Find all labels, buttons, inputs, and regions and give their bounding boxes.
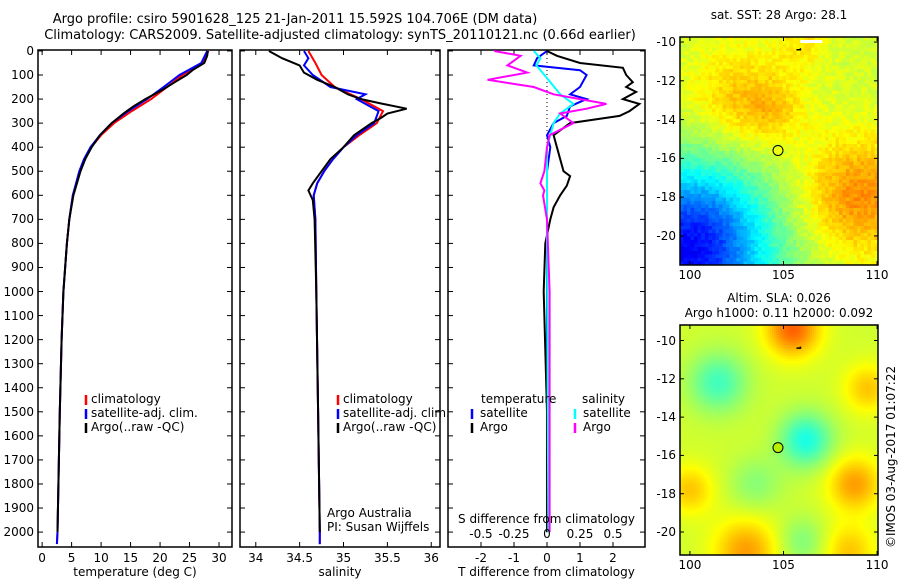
- s-tick-label: -0.5: [469, 527, 493, 541]
- y-tick-label: -12: [656, 371, 676, 386]
- y-tick-label: 1300: [3, 356, 34, 371]
- x-tick-label: 36: [423, 551, 439, 565]
- x-tick-label: 105: [772, 268, 795, 282]
- y-tick-label: -18: [656, 486, 676, 501]
- y-tick-label: 300: [11, 116, 34, 131]
- pi-line-1: Argo Australia: [327, 506, 412, 520]
- map-title: sat. SST: 28 Argo: 28.1: [710, 8, 848, 22]
- x-axis-label: salinity: [318, 565, 362, 579]
- x-axis-label: temperature (deg C): [73, 565, 197, 579]
- y-tick-label: 2000: [3, 525, 34, 540]
- legend-label: Argo: [480, 420, 508, 434]
- title-line-1: Argo profile: csiro 5901628_125 21-Jan-2…: [52, 12, 538, 27]
- y-tick-label: 200: [11, 92, 34, 107]
- y-tick-label: 700: [11, 212, 34, 227]
- y-tick-label: 900: [11, 260, 34, 275]
- legend-label: Argo: [583, 420, 611, 434]
- x-tick-label: 20: [152, 551, 168, 565]
- x-tick-label: 10: [93, 551, 109, 565]
- y-tick-label: -18: [656, 190, 676, 205]
- legend-label: Argo(..raw -QC): [91, 420, 185, 434]
- x-tick-label: 5: [67, 551, 76, 565]
- x-tick-label: 0: [543, 551, 551, 565]
- legend-label: Argo(..raw -QC): [343, 420, 437, 434]
- y-tick-label: 0: [26, 43, 34, 58]
- y-tick-label: 1200: [3, 332, 34, 347]
- y-tick-label: 1900: [3, 501, 34, 516]
- series-t-argo: [542, 50, 642, 533]
- x-tick-label: 100: [678, 558, 702, 572]
- legend-label: satellite: [480, 406, 528, 420]
- series-satellite-adj-clim-: [55, 50, 209, 545]
- x-tick-label: 1: [576, 551, 584, 565]
- map-title: Altim. SLA: 0.026: [727, 291, 831, 305]
- x-tick-label: -1: [508, 551, 520, 565]
- y-tick-label: 1600: [3, 428, 34, 443]
- series-t-satellite: [532, 50, 590, 533]
- y-tick-label: -10: [656, 35, 676, 50]
- title-line-2: Climatology: CARS2009. Satellite-adjuste…: [44, 28, 636, 43]
- series-s-argo: [487, 50, 607, 533]
- y-tick-label: -12: [656, 73, 676, 88]
- y-tick-label: -14: [656, 410, 676, 425]
- y-tick-label: -14: [656, 112, 676, 127]
- x-axis-label: T difference from climatology: [458, 565, 635, 579]
- x-tick-label: 0: [38, 551, 46, 565]
- y-tick-label: 1700: [3, 452, 34, 467]
- y-tick-label: -20: [656, 525, 676, 540]
- y-tick-label: -20: [656, 228, 676, 243]
- y-tick-label: 1100: [3, 308, 34, 323]
- legend-title: salinity: [582, 392, 626, 406]
- sst-map-image: [680, 37, 878, 265]
- s-axis-label: S difference from climatology: [458, 512, 635, 526]
- x-tick-label: 25: [181, 551, 198, 565]
- legend-label: satellite-adj. clim.: [343, 406, 450, 420]
- y-tick-label: 100: [11, 68, 34, 83]
- panel-salinity-frame: [239, 49, 441, 548]
- x-tick-label: 35: [335, 551, 352, 565]
- legend-label: climatology: [343, 392, 413, 406]
- series-s-satellite: [533, 50, 576, 533]
- y-tick-label: 1500: [3, 404, 34, 419]
- y-tick-label: 1800: [3, 476, 34, 491]
- y-tick-label: 1400: [3, 380, 34, 395]
- y-tick-label: 800: [11, 236, 34, 251]
- x-tick-label: 35.5: [374, 551, 401, 565]
- y-tick-label: 500: [11, 164, 34, 179]
- s-tick-label: 0: [543, 527, 551, 541]
- x-tick-label: 34: [248, 551, 264, 565]
- y-tick-label: 400: [11, 140, 34, 155]
- panel-temperature-frame: [37, 49, 233, 548]
- x-tick-label: 100: [678, 268, 702, 282]
- x-tick-label: 110: [865, 558, 889, 572]
- x-tick-label: 110: [865, 268, 889, 282]
- series-argo-raw-qc-: [56, 50, 209, 533]
- x-tick-label: 2: [609, 551, 617, 565]
- x-tick-label: 34.5: [286, 551, 313, 565]
- y-tick-label: -10: [656, 333, 676, 348]
- pi-line-2: PI: Susan Wijffels: [327, 520, 430, 534]
- x-tick-label: 15: [122, 551, 139, 565]
- legend-label: satellite: [583, 406, 631, 420]
- legend-label: satellite-adj. clim.: [91, 406, 198, 420]
- y-tick-label: 1000: [3, 284, 34, 299]
- y-tick-label: 600: [11, 188, 34, 203]
- x-tick-label: -2: [475, 551, 487, 565]
- sla-map-image: [680, 325, 878, 555]
- series-climatology: [55, 50, 210, 545]
- y-tick-label: -16: [656, 151, 676, 166]
- timestamp: ©IMOS 03-Aug-2017 01:07:22: [884, 365, 898, 548]
- s-tick-label: 0.25: [566, 527, 594, 541]
- series-argo-raw-qc-: [268, 50, 407, 533]
- s-tick-label: -0.25: [498, 527, 530, 541]
- x-tick-label: 30: [211, 551, 227, 565]
- s-tick-label: 0.5: [603, 527, 623, 541]
- map-subtitle: Argo h1000: 0.11 h2000: 0.092: [684, 306, 874, 320]
- y-tick-label: -16: [656, 448, 676, 463]
- legend-label: climatology: [91, 392, 161, 406]
- legend-title: temperature: [481, 392, 557, 406]
- x-tick-label: 105: [772, 558, 795, 572]
